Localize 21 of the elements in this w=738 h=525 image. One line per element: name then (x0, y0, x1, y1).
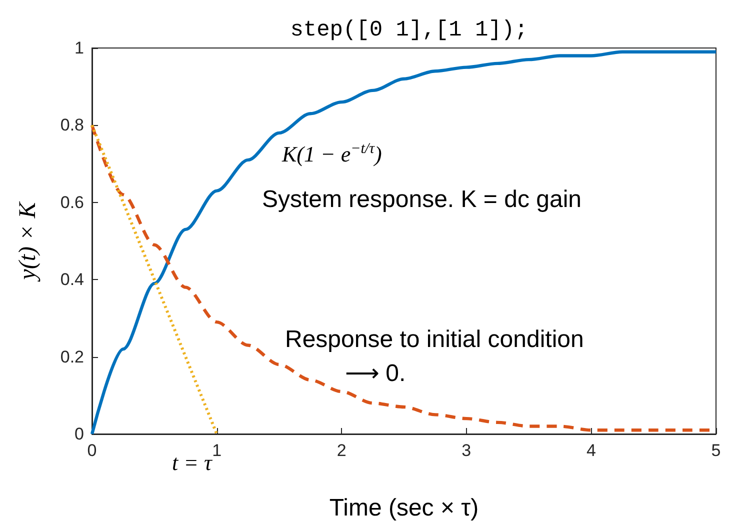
x-tick-label: 3 (462, 441, 472, 460)
x-tick-label: 2 (336, 441, 346, 460)
x-tick-label: 4 (586, 441, 596, 460)
y-tick-label: 0.4 (60, 270, 84, 290)
y-tick-label: 0.2 (60, 347, 84, 366)
text: t = τ (172, 450, 212, 475)
x-tick-label: 0 (87, 441, 97, 460)
annotation: Response to initial condition (285, 326, 584, 353)
y-tick-label: 0 (74, 424, 84, 444)
chart-title: step([0 1],[1 1]); (290, 18, 528, 42)
annotation: System response. K = dc gain (262, 186, 582, 213)
y-axis-title: y(t) × K (15, 200, 41, 282)
annotation: ⟶ 0. (345, 360, 406, 387)
y-tick-label: 0.8 (60, 116, 84, 135)
y-tick-label: 0.6 (60, 192, 84, 212)
line-series (90, 50, 718, 436)
y-tick-label: 1 (74, 38, 84, 58)
x-tick-label: 1 (212, 441, 222, 460)
annotation: K(1 − e$^{−t/τ}$) (282, 141, 382, 166)
x-tick-label: 5 (711, 441, 721, 460)
x-axis-title: Time (sec × τ) (329, 494, 479, 522)
